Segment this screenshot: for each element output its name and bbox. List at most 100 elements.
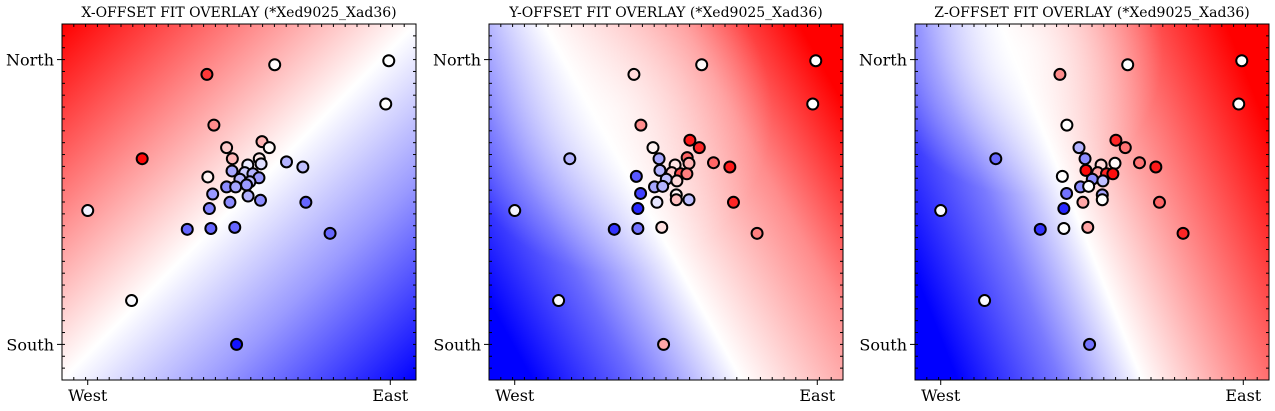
data-point xyxy=(280,155,294,169)
data-point xyxy=(646,141,660,155)
data-point xyxy=(135,152,149,166)
data-point xyxy=(607,222,621,236)
field-highlight xyxy=(915,24,1269,380)
data-point xyxy=(1133,156,1147,170)
data-point xyxy=(1235,54,1249,68)
panel-title: Y-OFFSET FIT OVERLAY (*Xed9025_Xad36) xyxy=(508,5,822,21)
data-point xyxy=(695,58,709,72)
data-point xyxy=(1109,133,1123,147)
data-points xyxy=(508,54,823,351)
data-point xyxy=(726,195,740,209)
data-point xyxy=(225,152,239,166)
data-point xyxy=(1083,337,1097,351)
data-point xyxy=(629,169,643,183)
data-point xyxy=(200,67,214,81)
data-point xyxy=(253,193,267,207)
data-point xyxy=(1121,58,1135,72)
data-point xyxy=(223,195,237,209)
y-tick-label: South xyxy=(859,335,907,354)
data-point xyxy=(204,221,218,235)
data-point xyxy=(627,67,641,81)
data-point xyxy=(220,141,234,155)
data-point xyxy=(1081,220,1095,234)
plot-frame xyxy=(914,23,1270,381)
data-point xyxy=(809,54,823,68)
y-tick-label: South xyxy=(6,335,54,354)
data-point xyxy=(1076,195,1090,209)
y-tick-label: North xyxy=(433,51,481,70)
data-point xyxy=(1078,152,1092,166)
data-point xyxy=(296,160,310,174)
data-point xyxy=(1060,186,1074,200)
panel-2: Y-OFFSET FIT OVERLAY (*Xed9025_Xad36) Wes… xyxy=(433,5,844,405)
panel-title: X-OFFSET FIT OVERLAY (*Xed9025_Xad36) xyxy=(81,5,396,21)
data-points xyxy=(81,54,396,351)
data-point xyxy=(1149,160,1163,174)
data-point xyxy=(202,202,216,216)
data-point xyxy=(552,294,566,308)
data-point xyxy=(1082,179,1096,193)
data-point xyxy=(680,167,694,181)
field-highlight xyxy=(489,24,843,380)
data-point xyxy=(978,294,992,308)
data-point xyxy=(299,195,313,209)
x-tick-label: East xyxy=(799,386,835,405)
panel-title: Z-OFFSET FIT OVERLAY (*Xed9025_Xad36) xyxy=(934,5,1250,21)
field-background xyxy=(62,24,416,380)
panel-1: X-OFFSET FIT OVERLAY (*Xed9025_Xad36) Wes… xyxy=(6,5,417,405)
data-point xyxy=(631,202,645,216)
data-point xyxy=(229,180,243,194)
data-point xyxy=(655,220,669,234)
x-tick-label: East xyxy=(372,386,408,405)
data-point xyxy=(1232,97,1246,111)
data-point xyxy=(1055,169,1069,183)
data-point xyxy=(1176,226,1190,240)
data-point xyxy=(206,187,220,201)
x-tick-label: West xyxy=(68,386,108,405)
y-tick-label: North xyxy=(6,51,54,70)
data-point xyxy=(1079,163,1093,177)
data-point xyxy=(323,226,337,240)
data-point xyxy=(682,193,696,207)
y-tick-label: South xyxy=(433,335,481,354)
data-point xyxy=(670,174,684,188)
data-point xyxy=(652,152,666,166)
y-tick-label: North xyxy=(859,51,907,70)
data-point xyxy=(379,97,393,111)
data-point xyxy=(262,141,276,155)
data-point xyxy=(631,221,645,235)
data-point xyxy=(707,156,721,170)
data-point xyxy=(241,189,255,203)
data-point xyxy=(634,186,648,200)
data-point xyxy=(382,54,396,68)
data-point xyxy=(1057,202,1071,216)
x-tick-label: West xyxy=(495,386,535,405)
data-point xyxy=(508,204,522,218)
data-point xyxy=(1118,141,1132,155)
plot-frame xyxy=(61,23,417,381)
data-point xyxy=(723,160,737,174)
data-point xyxy=(1096,174,1110,188)
data-point xyxy=(125,294,139,308)
data-point xyxy=(230,337,244,351)
plot-frame xyxy=(488,23,844,381)
data-point xyxy=(1033,222,1047,236)
data-point xyxy=(1106,167,1120,181)
data-point xyxy=(669,193,683,207)
x-tick-label: West xyxy=(921,386,961,405)
data-point xyxy=(1108,156,1122,170)
data-point xyxy=(806,97,820,111)
data-point xyxy=(207,118,221,132)
data-point xyxy=(254,157,268,171)
panel-3: Z-OFFSET FIT OVERLAY (*Xed9025_Xad36) Wes… xyxy=(859,5,1270,405)
x-tick-label: East xyxy=(1225,386,1261,405)
data-point xyxy=(989,152,1003,166)
data-point xyxy=(563,152,577,166)
data-point xyxy=(1072,141,1086,155)
data-point xyxy=(1053,67,1067,81)
data-point xyxy=(1095,193,1109,207)
data-point xyxy=(692,141,706,155)
data-point xyxy=(228,220,242,234)
data-point xyxy=(934,204,948,218)
